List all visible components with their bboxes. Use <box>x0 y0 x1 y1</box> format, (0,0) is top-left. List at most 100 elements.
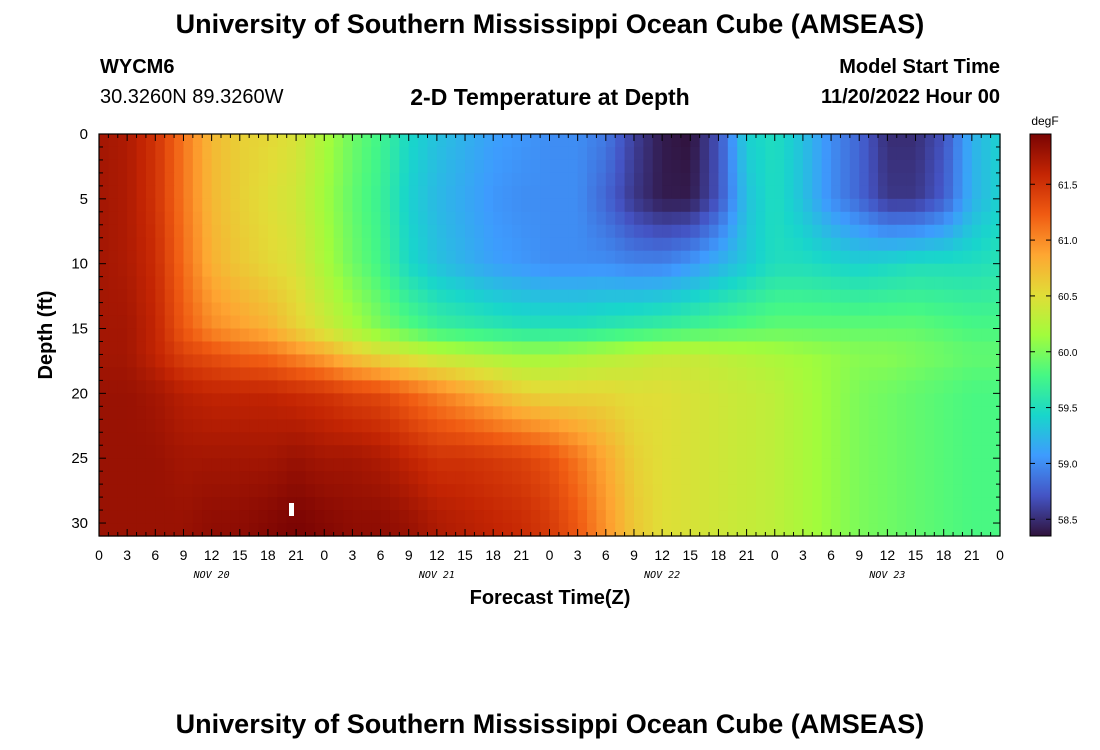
heatmap-cell <box>924 224 935 239</box>
heatmap-cell <box>727 432 738 446</box>
heatmap-cell <box>483 497 494 511</box>
heatmap-cell <box>465 510 476 524</box>
heatmap-cell <box>840 263 851 278</box>
heatmap-cell <box>765 159 776 174</box>
heatmap-cell <box>821 380 832 394</box>
heatmap-cell <box>540 406 551 420</box>
heatmap-cell <box>399 250 410 265</box>
heatmap-cell <box>455 237 466 252</box>
heatmap-cell <box>389 458 400 472</box>
heatmap-cell <box>221 198 231 213</box>
heatmap-cell <box>971 302 982 317</box>
heatmap-cell <box>784 159 795 174</box>
heatmap-cell <box>418 289 429 304</box>
heatmap-cell <box>821 159 832 174</box>
heatmap-cell <box>127 315 138 330</box>
heatmap-cell <box>793 497 804 511</box>
heatmap-cell <box>99 458 109 472</box>
heatmap-cell <box>690 315 701 330</box>
x-tick-label: 0 <box>771 547 779 563</box>
heatmap-cell <box>859 367 870 381</box>
heatmap-cell <box>615 159 626 174</box>
heatmap-cell <box>108 185 119 200</box>
heatmap-cell <box>633 406 644 420</box>
heatmap-cell <box>906 445 917 459</box>
heatmap-cell <box>249 276 260 291</box>
heatmap-cell <box>943 198 954 213</box>
heatmap-cell <box>981 134 992 148</box>
heatmap-cell <box>164 510 175 524</box>
heatmap-cell <box>765 146 776 161</box>
heatmap-cell <box>765 250 776 265</box>
heatmap-cell <box>221 134 231 148</box>
heatmap-cell <box>352 328 363 343</box>
heatmap-cell <box>953 302 964 317</box>
heatmap-cell <box>934 354 945 369</box>
heatmap-cell <box>286 276 297 291</box>
heatmap-cell <box>371 276 382 291</box>
heatmap-cell <box>680 250 691 265</box>
heatmap-cell <box>971 341 982 356</box>
heatmap-cell <box>511 497 522 511</box>
heatmap-cell <box>699 510 710 524</box>
heatmap-cell <box>709 211 720 226</box>
heatmap-cell <box>436 341 447 356</box>
heatmap-cell <box>821 354 832 369</box>
heatmap-cell <box>812 341 823 356</box>
heatmap-cell <box>577 159 588 174</box>
heatmap-cell <box>286 146 297 161</box>
heatmap-cell <box>859 380 870 394</box>
heatmap-cell <box>831 250 842 265</box>
heatmap-cell <box>221 393 231 407</box>
heatmap-cell <box>483 172 494 187</box>
heatmap-cell <box>521 419 532 433</box>
heatmap-cell <box>793 211 804 226</box>
heatmap-cell <box>831 302 842 317</box>
heatmap-cell <box>624 276 635 291</box>
heatmap-cell <box>183 367 194 381</box>
heatmap-cell <box>202 172 213 187</box>
heatmap-cell <box>333 211 344 226</box>
heatmap-cell <box>633 419 644 433</box>
heatmap-cell <box>746 315 757 330</box>
heatmap-cell <box>493 458 504 472</box>
heatmap-cell <box>230 406 241 420</box>
heatmap-cell <box>615 172 626 187</box>
heatmap-cell <box>821 185 832 200</box>
heatmap-cell <box>343 419 354 433</box>
heatmap-cell <box>117 172 128 187</box>
heatmap-cell <box>849 172 860 187</box>
heatmap-cell <box>840 250 851 265</box>
heatmap-cell <box>906 367 917 381</box>
heatmap-cell <box>277 315 288 330</box>
heatmap-cell <box>971 276 982 291</box>
heatmap-cell <box>596 198 607 213</box>
heatmap-cell <box>333 432 344 446</box>
heatmap-cell <box>305 224 316 239</box>
heatmap-cell <box>540 380 551 394</box>
footer-title: University of Southern Mississippi Ocean… <box>175 709 925 739</box>
heatmap-cell <box>680 419 691 433</box>
heatmap-cell <box>465 315 476 330</box>
heatmap-cell <box>324 432 335 446</box>
heatmap-cell <box>859 224 870 239</box>
heatmap-cell <box>718 354 729 369</box>
heatmap-cell <box>465 380 476 394</box>
heatmap-cell <box>652 134 663 148</box>
heatmap-cell <box>812 198 823 213</box>
heatmap-cell <box>521 497 532 511</box>
heatmap-cell <box>221 484 231 498</box>
heatmap-cell <box>239 458 250 472</box>
heatmap-cell <box>605 510 616 524</box>
heatmap-cell <box>859 523 870 537</box>
heatmap-cell <box>474 419 485 433</box>
heatmap-cell <box>934 406 945 420</box>
heatmap-cell <box>145 497 156 511</box>
heatmap-cell <box>465 484 476 498</box>
heatmap-cell <box>558 185 569 200</box>
heatmap-cell <box>343 432 354 446</box>
heatmap-cell <box>399 328 410 343</box>
heatmap-cell <box>699 211 710 226</box>
heatmap-cell <box>737 445 748 459</box>
heatmap-cell <box>831 185 842 200</box>
